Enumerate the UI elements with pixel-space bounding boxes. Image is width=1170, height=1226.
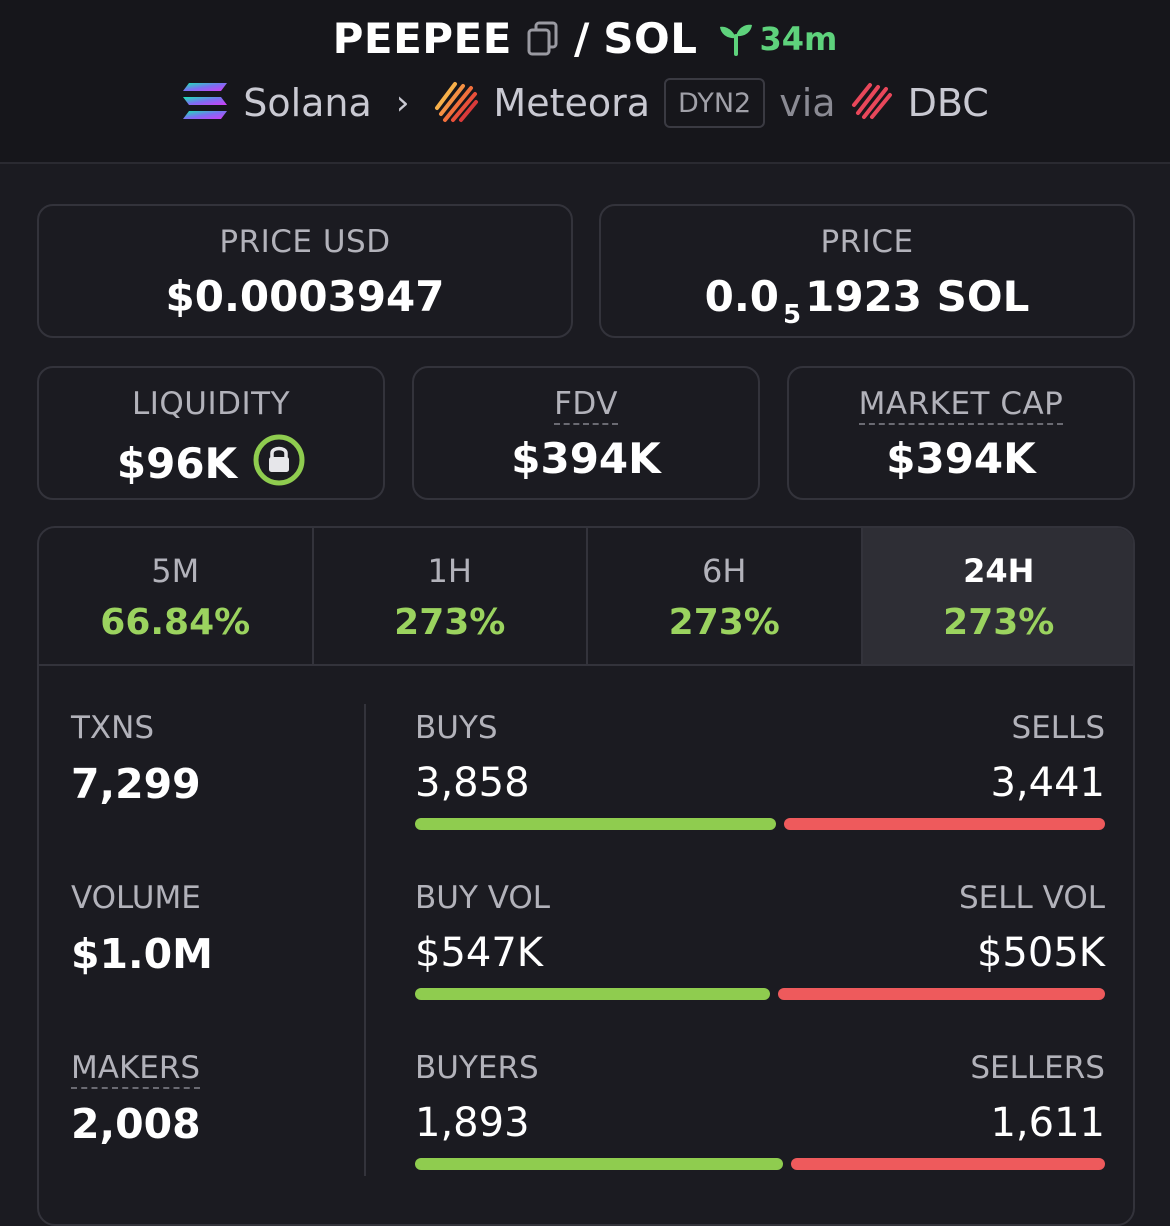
buy-sell-volume-block: BUY VOL SELL VOL $547K $505K (415, 880, 1105, 1000)
sells-value: 3,441 (990, 760, 1105, 806)
pair-title-row: PEEPEE / SOL 34m (0, 14, 1170, 63)
buys-label: BUYS (415, 710, 498, 746)
buyers-bar-fill (415, 1158, 783, 1170)
market-cap-value: $394K (886, 434, 1036, 483)
tab-change: 273% (943, 602, 1055, 643)
tab-label: 1H (427, 552, 472, 590)
traders-values: 1,893 1,611 (415, 1100, 1105, 1146)
buys-bar-fill (415, 818, 776, 830)
route-row: Solana › Meteora DYN2 via (0, 78, 1170, 128)
buy-vol-bar-fill (415, 988, 770, 1000)
price-usd-card: PRICE USD $0.0003947 (37, 204, 573, 338)
buys-value: 3,858 (415, 760, 530, 806)
sells-bar-fill (784, 818, 1105, 830)
tab-change: 273% (668, 602, 780, 643)
makers-label-wrap: MAKERS (71, 1050, 201, 1089)
buyers-sellers-block: BUYERS SELLERS 1,893 1,611 (415, 1050, 1105, 1170)
stats-divider (364, 704, 366, 1176)
market-cap-card: MARKET CAP $394K (787, 366, 1135, 500)
liquidity-value-row: $96K (39, 434, 383, 488)
dex-link[interactable]: Meteora (493, 81, 651, 125)
price-native-suffix: 1923 SOL (805, 272, 1030, 321)
tab-label: 5M (151, 552, 200, 590)
sell-vol-bar-fill (778, 988, 1105, 1000)
dbc-logo-icon (850, 79, 894, 127)
stats-body: TXNS 7,299 VOLUME $1.0M MAKERS 2,008 BUY… (39, 666, 1133, 1224)
sell-vol-label: SELL VOL (959, 880, 1105, 916)
buy-vol-label: BUY VOL (415, 880, 551, 916)
chevron-right-icon: › (395, 83, 410, 123)
tab-1h[interactable]: 1H 273% (314, 528, 588, 664)
pair-header: PEEPEE / SOL 34m (0, 0, 1170, 164)
chain-link[interactable]: Solana (243, 81, 372, 125)
buyers-value: 1,893 (415, 1100, 530, 1146)
sellers-label: SELLERS (970, 1050, 1105, 1086)
fdv-label-wrap: FDV (414, 386, 758, 425)
price-native-prefix: 0.0 (704, 272, 780, 321)
price-zero-count: 5 (783, 300, 802, 330)
copy-icon[interactable] (526, 20, 560, 58)
buys-sells-labels: BUYS SELLS (415, 710, 1105, 746)
buys-sells-values: 3,858 3,441 (415, 760, 1105, 806)
price-usd-label: PRICE USD (219, 224, 391, 260)
pair-quote-symbol: SOL (603, 14, 698, 63)
solana-logo-icon (181, 81, 229, 125)
buyers-label: BUYERS (415, 1050, 539, 1086)
price-native-value: 0.0 51923 SOL (601, 272, 1133, 330)
fdv-label[interactable]: FDV (554, 386, 618, 425)
buys-sells-block: BUYS SELLS 3,858 3,441 (415, 710, 1105, 830)
makers-stat: MAKERS 2,008 (71, 1050, 201, 1148)
tab-5m[interactable]: 5M 66.84% (39, 528, 314, 664)
timeframe-tabs: 5M 66.84% 1H 273% 6H 273% 24H 273% (39, 528, 1133, 666)
sellers-value: 1,611 (990, 1100, 1105, 1146)
volume-stat: VOLUME $1.0M (71, 880, 213, 978)
price-usd-value: $0.0003947 (165, 272, 445, 321)
liquidity-card: LIQUIDITY $96K (37, 366, 385, 500)
sell-vol-value: $505K (976, 930, 1105, 976)
buys-sells-ratio-bar (415, 818, 1105, 830)
market-cap-label[interactable]: MARKET CAP (858, 386, 1064, 425)
via-text: via (779, 81, 836, 125)
txns-value: 7,299 (71, 760, 201, 808)
tab-change: 273% (394, 602, 506, 643)
tab-label: 24H (963, 552, 1035, 590)
price-native-card: PRICE 0.0 51923 SOL (599, 204, 1135, 338)
tab-24h[interactable]: 24H 273% (862, 528, 1133, 664)
meteora-logo-icon (433, 78, 479, 128)
sprout-icon (718, 22, 754, 56)
traders-ratio-bar (415, 1158, 1105, 1170)
pair-age-text: 34m (759, 19, 838, 58)
pair-age: 34m (718, 19, 838, 58)
makers-label[interactable]: MAKERS (71, 1050, 201, 1089)
buy-vol-value: $547K (415, 930, 544, 976)
timeframe-stats-panel: 5M 66.84% 1H 273% 6H 273% 24H 273% TXNS … (37, 526, 1135, 1226)
lock-icon[interactable] (253, 434, 305, 486)
tab-label: 6H (702, 552, 747, 590)
pair-base-symbol: PEEPEE (332, 14, 512, 63)
fdv-value: $394K (511, 434, 661, 483)
volume-label: VOLUME (71, 880, 201, 916)
traders-labels: BUYERS SELLERS (415, 1050, 1105, 1086)
tab-change: 66.84% (100, 602, 251, 643)
launchpad-link[interactable]: DBC (907, 81, 989, 125)
volume-values: $547K $505K (415, 930, 1105, 976)
volume-value: $1.0M (71, 930, 213, 978)
dex-version-badge: DYN2 (664, 78, 766, 128)
volume-ratio-bar (415, 988, 1105, 1000)
market-cap-label-wrap: MARKET CAP (789, 386, 1133, 425)
volume-labels: BUY VOL SELL VOL (415, 880, 1105, 916)
makers-value: 2,008 (71, 1100, 201, 1148)
sells-label: SELLS (1011, 710, 1105, 746)
txns-stat: TXNS 7,299 (71, 710, 201, 808)
txns-label: TXNS (71, 710, 155, 746)
liquidity-label: LIQUIDITY (131, 386, 291, 422)
fdv-card: FDV $394K (412, 366, 760, 500)
tab-6h[interactable]: 6H 273% (588, 528, 863, 664)
pair-separator: / (573, 14, 590, 63)
sellers-bar-fill (791, 1158, 1105, 1170)
liquidity-value: $96K (116, 439, 238, 488)
price-native-label: PRICE (820, 224, 914, 260)
